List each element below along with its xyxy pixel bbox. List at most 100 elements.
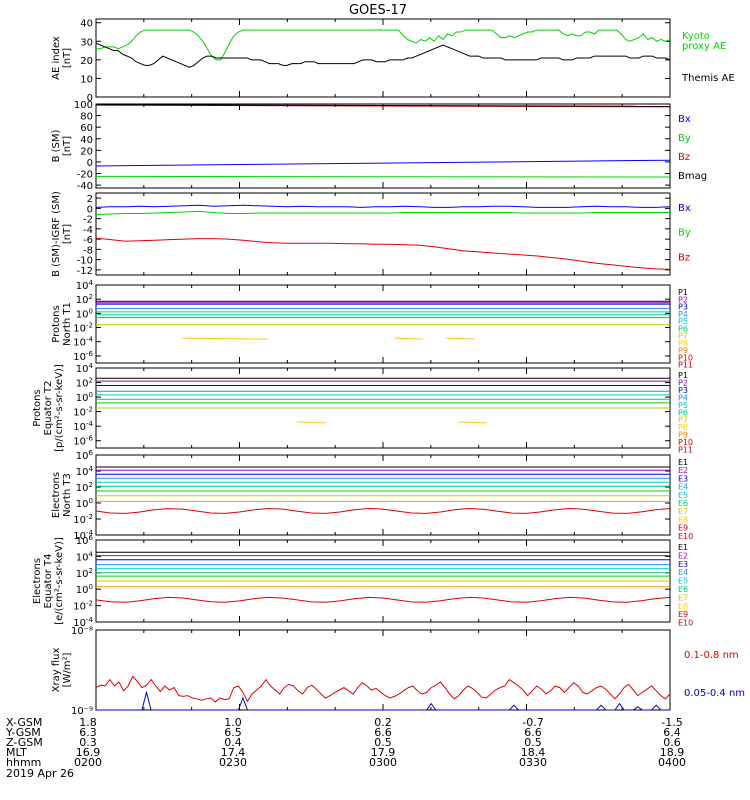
legend-entry: Kyoto (682, 31, 710, 42)
legend-entry: P2 (678, 378, 688, 387)
y-tick-label: 100 (76, 583, 93, 596)
legend-entry: E1 (678, 458, 688, 467)
footer-value: -0.7 (522, 716, 544, 729)
y-axis-label: AE index (51, 36, 62, 80)
footer-value: 0400 (658, 756, 686, 769)
legend-entry: E10 (678, 619, 693, 628)
legend-entry: E7 (678, 593, 688, 602)
legend-entry: P3 (678, 303, 688, 312)
legend-entry: P4 (678, 310, 688, 319)
y-tick-label: 10-4 (73, 420, 93, 433)
footer-value: 18.4 (520, 746, 546, 759)
panel-frame (95, 103, 671, 189)
footer-label: Z-GSM (6, 736, 43, 749)
date-label: 2019 Apr 26 (6, 767, 75, 780)
panel-xray_flux: 10⁻⁸ 10⁻⁹ Xray flux [W/m²] 0.1-0.8 nm 0.05-0.… (51, 626, 745, 717)
series-e10-line (95, 596, 671, 603)
legend-entry: E1 (678, 543, 688, 552)
footer-label: X-GSM (6, 716, 43, 729)
legend-entry: E7 (678, 507, 688, 516)
panel-b_minus_igrf: -12-10-8-6-4-202 B (SM)-IGRF (SM) [nT] Bx By… (51, 191, 691, 277)
y-tick-label: 102 (76, 293, 93, 306)
y-tick-label: 0 (87, 204, 93, 215)
series-0-05-0-4-nm-line (96, 690, 670, 711)
footer-value: 6.4 (663, 726, 681, 739)
y-tick-label: 10-2 (73, 513, 93, 526)
series-bx-line (95, 159, 671, 167)
y-tick-label: 10-4 (73, 529, 93, 542)
legend-entry: By (678, 228, 691, 239)
y-tick-label: 10-4 (73, 616, 93, 629)
y-tick-label: 2 (87, 194, 93, 205)
series-p9-segment (394, 337, 424, 340)
footer-value: 6.6 (524, 726, 542, 739)
series-by-line (95, 210, 670, 215)
footer-value: -1.5 (661, 716, 683, 729)
y-tick-label: 100 (74, 100, 93, 111)
series-bz-line (95, 104, 671, 108)
y-tick-label: -12 (77, 266, 93, 277)
y-tick-label: 10⁻⁹ (71, 706, 93, 717)
legend-entry: E3 (678, 474, 688, 483)
y-tick-label: 10-2 (73, 600, 93, 613)
series-p9-segment (446, 337, 475, 340)
series-0-1-0-8-nm-line (95, 675, 671, 703)
y-tick-label: 10-2 (73, 406, 93, 419)
legend-entry: E8 (678, 602, 688, 611)
series-p9-segment (182, 337, 269, 340)
y-tick-label: 10-4 (73, 336, 93, 349)
plot-title: GOES-17 (349, 3, 407, 18)
y-tick-label: 10-6 (73, 435, 93, 448)
legend-entry: P4 (678, 393, 688, 402)
legend-entry: P6 (678, 324, 688, 333)
legend-entry: Bx (678, 114, 691, 125)
y-tick-label: 60 (80, 123, 93, 134)
legend-entry: E9 (678, 610, 688, 619)
y-axis-label: [nT] (62, 136, 73, 156)
y-axis-label: B (SM)-IGRF (SM) (51, 191, 62, 277)
y-tick-label: 20 (80, 56, 93, 67)
y-tick-label: 100 (76, 497, 93, 510)
legend-entry: P3 (678, 386, 688, 395)
series-bmag-line (95, 104, 671, 107)
y-tick-label: 102 (76, 567, 93, 580)
y-tick-label: 106 (76, 449, 94, 462)
legend-entry: E5 (678, 577, 688, 586)
y-tick-label: -2 (83, 215, 93, 226)
y-tick-label: 104 (76, 362, 94, 375)
y-axis-label: [p/(cm²-s-sr-keV)] (54, 364, 65, 452)
y-tick-label: 100 (76, 307, 93, 320)
y-tick-label: 30 (80, 37, 93, 48)
series-e10-line (95, 507, 671, 514)
footer-label: MLT (6, 746, 27, 759)
y-axis-label: Equator T4 (43, 554, 54, 609)
y-tick-label: 10⁻⁸ (71, 626, 93, 637)
legend-entry: E3 (678, 560, 688, 569)
y-tick-label: 104 (76, 465, 94, 478)
legend-entry: P5 (678, 401, 688, 410)
series-bx-line (95, 204, 671, 208)
legend-entry: P1 (678, 371, 688, 380)
footer-value: 0.4 (224, 736, 242, 749)
footer-value: 17.4 (220, 746, 246, 759)
y-axis-label: Electrons (51, 472, 62, 518)
footer-value: 0300 (369, 756, 397, 769)
footer-value: 0.2 (374, 716, 392, 729)
y-tick-label: 100 (76, 391, 93, 404)
y-axis-label: [e/(cm²-s-sr-keV)] (54, 537, 65, 625)
legend-entry: P10 (678, 353, 693, 362)
legend-entry: Bz (678, 152, 690, 163)
legend-entry: E5 (678, 491, 688, 500)
y-axis-label: [nT] (62, 224, 73, 244)
footer-value: 0330 (519, 756, 547, 769)
footer-value: 6.3 (79, 726, 97, 739)
series-p9-segment (457, 421, 487, 424)
y-tick-label: -20 (77, 170, 93, 181)
legend-entry: E2 (678, 551, 688, 560)
legend-entry: P6 (678, 408, 688, 417)
footer-value: 6.6 (374, 726, 392, 739)
